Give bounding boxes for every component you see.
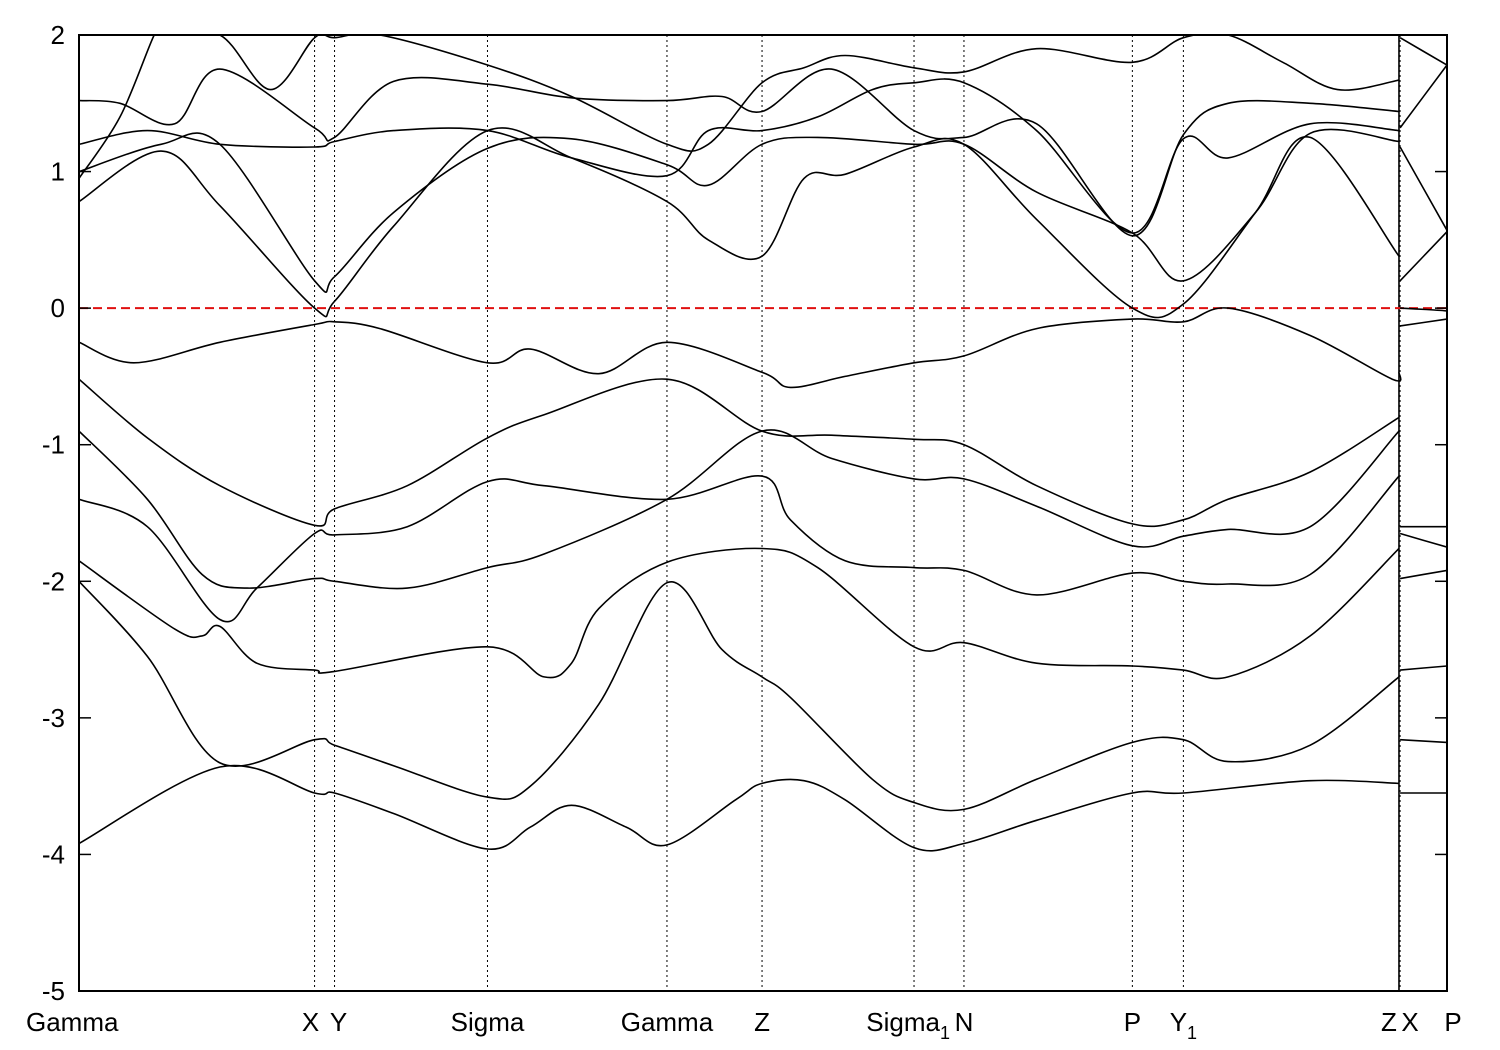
y-tick-label: 1 xyxy=(51,157,65,187)
kpoint-label: P xyxy=(1444,1007,1461,1037)
band-line xyxy=(1399,318,1447,327)
band-lines xyxy=(79,35,1447,852)
kpoint-label: X xyxy=(302,1007,319,1037)
y-axis-ticks: -5 -4 -3 -2 -1 0 1 2 xyxy=(42,20,1447,1006)
plot-frame xyxy=(78,34,1448,992)
kpoint-label: P xyxy=(1124,1007,1141,1037)
band-line xyxy=(1399,532,1447,548)
kpoint-label: N xyxy=(955,1007,974,1037)
band-line xyxy=(1399,37,1447,66)
y-tick-label: -3 xyxy=(42,703,65,733)
band-line xyxy=(79,429,1400,590)
band-line xyxy=(1400,307,1447,312)
y-tick-label: 2 xyxy=(51,20,65,50)
band-line xyxy=(79,378,1400,528)
y-tick-label: 0 xyxy=(51,293,65,323)
band-line xyxy=(79,128,1400,293)
y-tick-label: -5 xyxy=(42,976,65,1006)
kpoint-label: Sigma xyxy=(451,1007,525,1037)
kpoint-label: Gamma xyxy=(621,1007,714,1037)
band-line xyxy=(1400,738,1447,744)
band-line xyxy=(79,580,1400,812)
band-line xyxy=(79,764,1400,852)
kpoint-label: Y xyxy=(330,1007,347,1037)
kpoint-label: Z xyxy=(754,1007,770,1037)
band-line xyxy=(79,307,1402,389)
band-line xyxy=(1399,64,1447,129)
band-line xyxy=(79,547,1400,680)
y-tick-label: -4 xyxy=(42,839,65,869)
y-tick-label: -2 xyxy=(42,566,65,596)
band-line xyxy=(79,475,1400,623)
band-line xyxy=(1399,146,1447,231)
y-tick-label: -1 xyxy=(42,430,65,460)
kpoint-label: X xyxy=(1401,1007,1418,1037)
band-line xyxy=(1399,231,1447,282)
kpoint-label: Gamma xyxy=(26,1007,119,1037)
x-axis-kpoint-labels: Gamma X Y Sigma Gamma Z Sigma1 N P Y1 Z X P xyxy=(26,1007,1462,1043)
kpoint-gridlines xyxy=(314,35,1401,991)
kpoint-label: Sigma1 xyxy=(866,1007,950,1043)
band-line xyxy=(1400,665,1447,671)
band-line xyxy=(79,127,1400,319)
band-line xyxy=(79,68,1400,237)
kpoint-label: Z xyxy=(1381,1007,1397,1037)
band-line xyxy=(1399,569,1447,580)
kpoint-label: Y1 xyxy=(1170,1007,1197,1043)
